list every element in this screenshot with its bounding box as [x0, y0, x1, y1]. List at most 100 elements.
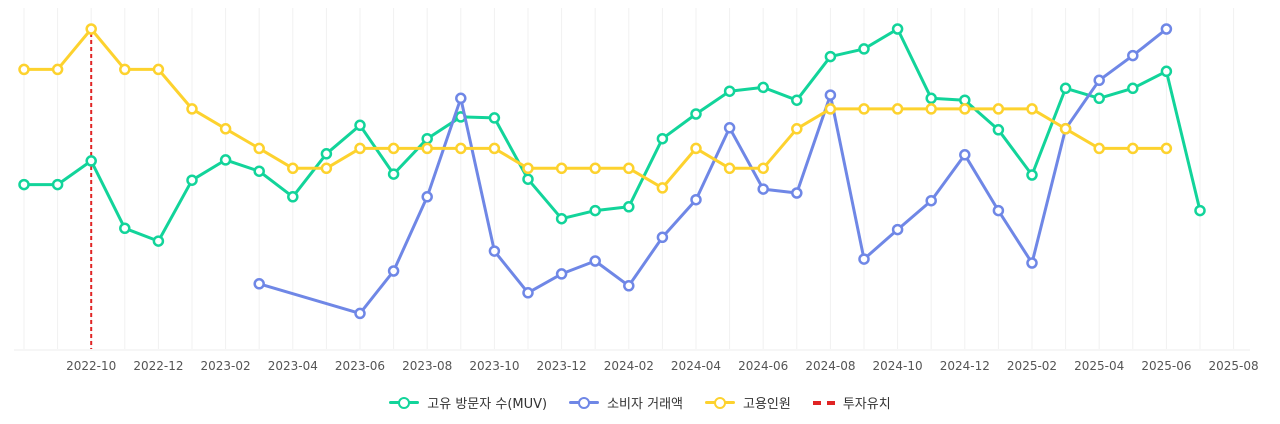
data-point[interactable]	[992, 204, 1005, 217]
data-point[interactable]	[85, 155, 97, 167]
data-point[interactable]	[253, 142, 265, 155]
data-point[interactable]	[1026, 169, 1038, 181]
data-point[interactable]	[891, 223, 904, 236]
data-point[interactable]	[1127, 142, 1139, 155]
data-point[interactable]	[992, 124, 1005, 136]
data-point[interactable]	[555, 268, 568, 280]
data-point[interactable]	[387, 168, 400, 180]
data-point[interactable]	[723, 122, 736, 134]
data-point[interactable]	[1093, 142, 1105, 155]
data-point[interactable]	[656, 132, 669, 145]
data-point[interactable]	[421, 191, 433, 203]
data-point[interactable]	[589, 162, 601, 175]
data-point[interactable]	[1026, 257, 1038, 269]
legend-item-transactions[interactable]: 소비자 거래액	[569, 393, 683, 412]
data-point[interactable]	[18, 63, 30, 76]
data-point[interactable]	[757, 183, 769, 195]
data-point[interactable]	[354, 142, 366, 155]
data-point[interactable]	[925, 92, 937, 105]
data-point[interactable]	[690, 108, 702, 120]
data-point[interactable]	[757, 81, 769, 94]
data-point[interactable]	[858, 253, 870, 265]
x-tick-label: 2024-10	[873, 359, 923, 373]
data-point[interactable]	[555, 162, 568, 175]
data-point[interactable]	[757, 162, 769, 175]
data-point[interactable]	[387, 265, 400, 277]
data-point[interactable]	[824, 89, 837, 101]
data-point[interactable]	[354, 307, 366, 320]
data-point[interactable]	[959, 103, 971, 115]
data-point[interactable]	[1059, 82, 1072, 95]
data-point[interactable]	[253, 165, 265, 177]
data-point[interactable]	[589, 255, 601, 267]
data-point[interactable]	[354, 119, 366, 132]
data-point[interactable]	[522, 287, 534, 299]
data-point[interactable]	[623, 162, 635, 175]
data-point[interactable]	[152, 63, 165, 76]
data-point[interactable]	[522, 173, 534, 185]
data-point[interactable]	[589, 204, 601, 217]
data-point[interactable]	[253, 278, 265, 290]
data-point[interactable]	[488, 142, 501, 155]
data-point[interactable]	[488, 112, 501, 124]
x-tick-label: 2024-02	[604, 359, 654, 373]
data-point[interactable]	[1194, 204, 1206, 217]
data-point[interactable]	[320, 162, 333, 175]
data-point[interactable]	[555, 212, 568, 225]
data-point[interactable]	[623, 280, 635, 292]
data-point[interactable]	[656, 182, 669, 194]
data-point[interactable]	[51, 178, 64, 191]
data-point[interactable]	[18, 178, 30, 191]
data-point[interactable]	[1160, 65, 1173, 78]
data-point[interactable]	[152, 235, 165, 247]
data-point[interactable]	[1127, 49, 1139, 62]
data-point[interactable]	[723, 85, 736, 97]
data-point[interactable]	[522, 162, 534, 175]
legend-item-employees[interactable]: 고용인원	[705, 393, 791, 412]
data-point[interactable]	[119, 63, 131, 76]
data-point[interactable]	[891, 23, 904, 35]
data-point[interactable]	[219, 123, 232, 135]
data-point[interactable]	[824, 103, 837, 115]
data-point[interactable]	[1059, 123, 1072, 135]
data-point[interactable]	[858, 103, 870, 115]
data-point[interactable]	[1127, 82, 1139, 95]
data-point[interactable]	[925, 194, 937, 207]
data-point[interactable]	[421, 132, 433, 145]
data-point[interactable]	[488, 245, 501, 257]
data-point[interactable]	[320, 148, 333, 160]
data-point[interactable]	[690, 193, 702, 206]
legend-item-muv[interactable]: 고유 방문자 수(MUV)	[389, 393, 547, 412]
data-point[interactable]	[723, 162, 736, 175]
data-point[interactable]	[824, 50, 837, 63]
data-point[interactable]	[1160, 23, 1173, 35]
data-point[interactable]	[690, 142, 702, 155]
data-point[interactable]	[891, 103, 904, 115]
data-point[interactable]	[791, 123, 803, 135]
data-point[interactable]	[455, 92, 467, 105]
data-point[interactable]	[791, 94, 803, 106]
data-point[interactable]	[1093, 74, 1105, 87]
data-point[interactable]	[119, 222, 131, 235]
data-point[interactable]	[387, 142, 400, 155]
data-point[interactable]	[1160, 142, 1173, 155]
data-point[interactable]	[219, 154, 232, 166]
data-point[interactable]	[925, 103, 937, 115]
legend-item-investment[interactable]: 투자유치	[812, 393, 891, 412]
data-point[interactable]	[455, 142, 467, 155]
data-point[interactable]	[287, 191, 299, 203]
data-point[interactable]	[287, 162, 299, 175]
data-point[interactable]	[992, 103, 1005, 115]
data-point[interactable]	[85, 23, 97, 35]
data-point[interactable]	[51, 63, 64, 76]
data-point[interactable]	[623, 201, 635, 213]
data-point[interactable]	[186, 103, 198, 115]
data-point[interactable]	[858, 43, 870, 55]
data-point[interactable]	[421, 142, 433, 155]
data-point[interactable]	[959, 149, 971, 161]
data-point[interactable]	[1093, 92, 1105, 105]
data-point[interactable]	[1026, 103, 1038, 115]
data-point[interactable]	[656, 231, 669, 244]
data-point[interactable]	[791, 187, 803, 199]
data-point[interactable]	[186, 174, 198, 186]
